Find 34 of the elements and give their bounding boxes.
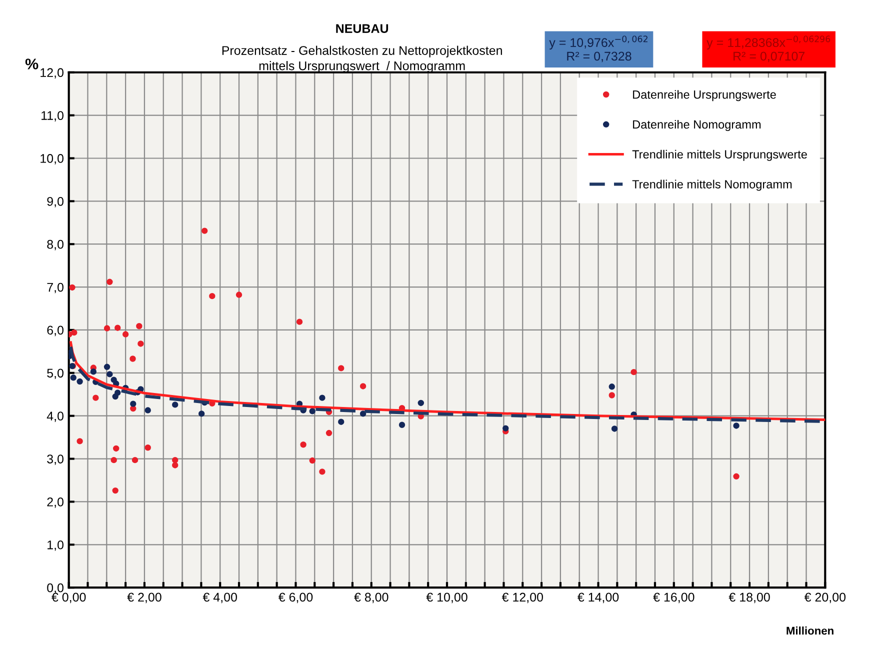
y-tick-label: 5,0	[47, 368, 64, 380]
x-tick-label: € 16,00	[653, 592, 694, 604]
x-tick-label: € 4,00	[202, 592, 237, 604]
text: y = 10,976x$^{−0,062}$ R² = 0,7328	[549, 36, 648, 62]
legend-label: Datenreihe Ursprungswerte	[633, 90, 776, 102]
legend-label: Trendlinie mittels Nomogramm	[632, 180, 792, 191]
x-axis-title: Millionen	[786, 626, 834, 635]
legend-label: Trendlinie mittels Ursprungswerte	[632, 150, 807, 161]
text: y = 11,28368x$^{−0,06296}$ R² = 0,07107	[706, 36, 830, 62]
y-tick-label: 4,0	[46, 412, 64, 422]
y-tick-label: 1,0	[48, 540, 64, 551]
x-tick-label: € 10,00	[426, 592, 468, 604]
x-tick-label: € 8,00	[354, 592, 388, 604]
chart-title: NEUBAU	[336, 24, 388, 33]
x-tick-label: € 2,00	[127, 592, 162, 604]
chart-subtitle: Prozentsatz - Gehalstkosten zu Nettoprojektkosten mittels Ursprungswert / Nomogramm	[222, 46, 502, 73]
y-tick-label: 10,0	[40, 154, 64, 164]
x-tick-label: € 20,00	[804, 592, 846, 604]
y-tick-label: 11,0	[42, 111, 64, 122]
x-tick-label: € 14,00	[578, 592, 619, 604]
y-tick-label: 7,0	[47, 282, 64, 294]
y-tick-label: 12,0	[40, 68, 64, 79]
x-tick-label: € 18,00	[728, 592, 770, 604]
y-axis-title: %	[25, 58, 38, 70]
y-tick-label: 2,0	[47, 498, 64, 508]
x-tick-label: € 0,00	[52, 592, 86, 604]
legend-label: Datenreihe Nomogramm	[633, 120, 761, 131]
y-tick-label: 9,0	[47, 196, 64, 208]
y-tick-label: 6,0	[47, 326, 64, 336]
y-tick-label: 3,0	[47, 454, 64, 465]
x-tick-label: € 6,00	[278, 592, 313, 604]
y-tick-label: 8,0	[47, 240, 64, 250]
y-tick-label: 0,0	[47, 583, 64, 594]
x-tick-label: € 12,00	[502, 592, 543, 604]
